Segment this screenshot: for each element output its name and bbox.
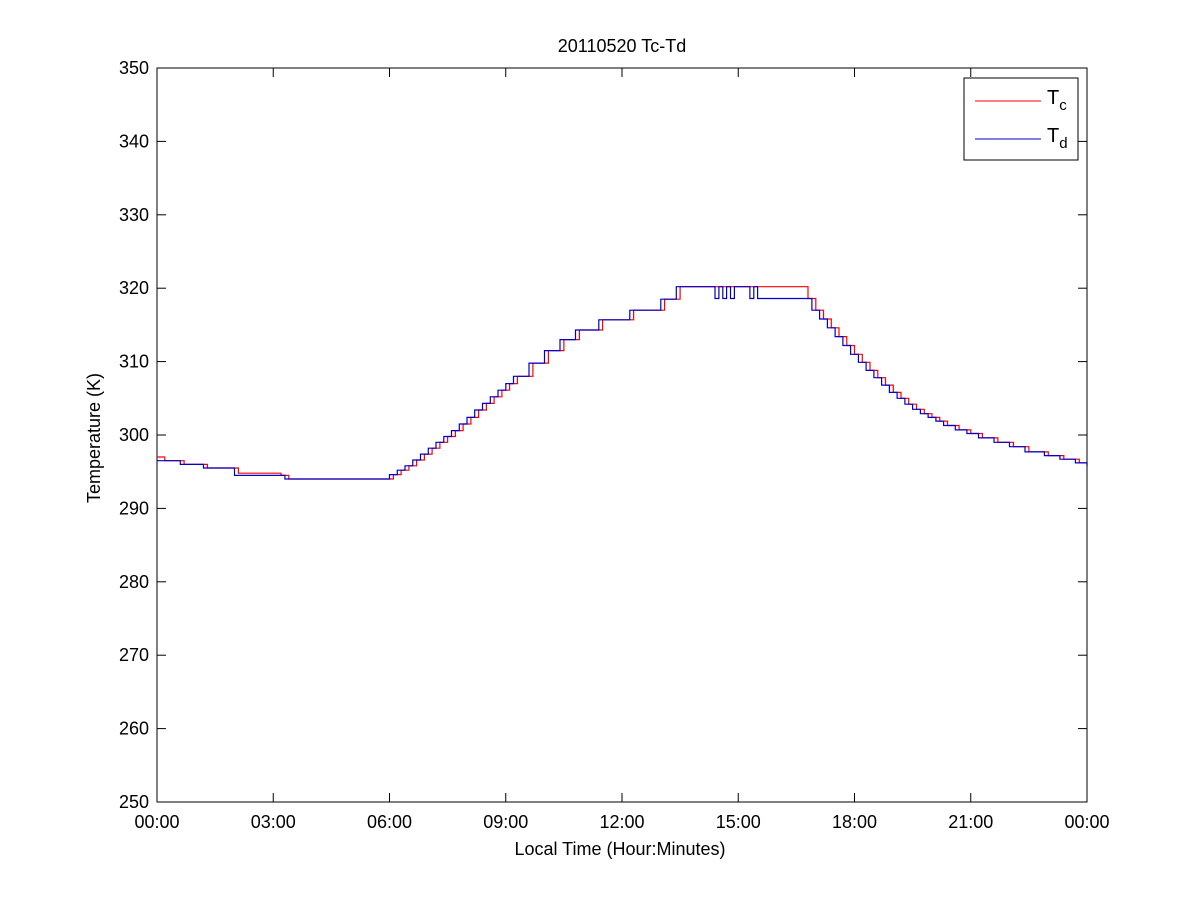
legend-entry-tc: Tc bbox=[975, 87, 1067, 114]
x-tick-label: 21:00 bbox=[948, 812, 993, 832]
y-tick-label: 310 bbox=[119, 352, 149, 372]
y-tick-label: 320 bbox=[119, 278, 149, 298]
legend-entry-td: Td bbox=[975, 125, 1068, 152]
x-axis: 00:00 03:00 06:00 09:00 12:00 15:00 18:00 21:00… bbox=[134, 68, 1110, 832]
legend: Tc Td bbox=[963, 77, 1079, 161]
y-axis-title: Temperature (K) bbox=[84, 373, 104, 503]
x-tick-label: 12:00 bbox=[599, 812, 644, 832]
x-tick-label: 00:00 bbox=[1064, 812, 1109, 832]
y-tick-label: 340 bbox=[119, 131, 149, 151]
legend-label-td: Td bbox=[1047, 125, 1068, 152]
y-tick-label: 290 bbox=[119, 498, 149, 518]
series-layer bbox=[157, 286, 1088, 480]
x-tick-label: 15:00 bbox=[716, 812, 761, 832]
y-tick-label: 260 bbox=[119, 719, 149, 739]
legend-box bbox=[963, 77, 1079, 161]
y-tick-label: 300 bbox=[119, 425, 149, 445]
y-tick-label: 270 bbox=[119, 645, 149, 665]
y-tick-label: 250 bbox=[119, 792, 149, 812]
plot-frame bbox=[156, 67, 1088, 803]
x-tick-label: 00:00 bbox=[134, 812, 179, 832]
series-line-td bbox=[157, 286, 1088, 480]
y-tick-label: 330 bbox=[119, 205, 149, 225]
y-tick-label: 280 bbox=[119, 572, 149, 592]
x-tick-label: 18:00 bbox=[832, 812, 877, 832]
x-tick-label: 03:00 bbox=[251, 812, 296, 832]
y-tick-label: 350 bbox=[119, 58, 149, 78]
chart-title: 20110520 Tc-Td bbox=[558, 36, 686, 56]
legend-label-tc: Tc bbox=[1047, 87, 1067, 114]
x-tick-label: 06:00 bbox=[367, 812, 412, 832]
x-axis-title: Local Time (Hour:Minutes) bbox=[514, 839, 725, 859]
x-tick-label: 09:00 bbox=[483, 812, 528, 832]
y-axis: 250 260 270 280 290 300 310 320 330 340 350 bbox=[119, 58, 1087, 812]
plot-area bbox=[156, 67, 1088, 803]
